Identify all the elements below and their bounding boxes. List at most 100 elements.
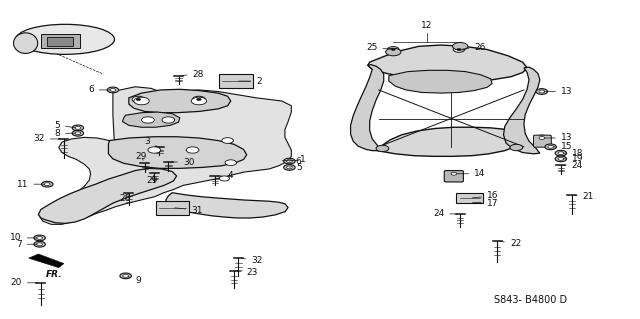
Circle shape bbox=[558, 158, 564, 160]
FancyBboxPatch shape bbox=[456, 193, 483, 203]
Circle shape bbox=[107, 87, 118, 93]
Text: 30: 30 bbox=[171, 158, 195, 167]
Circle shape bbox=[558, 152, 564, 155]
Text: 5: 5 bbox=[289, 163, 301, 172]
Text: 6: 6 bbox=[88, 85, 110, 94]
Circle shape bbox=[141, 117, 154, 123]
Text: 24: 24 bbox=[433, 209, 458, 219]
Circle shape bbox=[284, 158, 295, 164]
Text: 21: 21 bbox=[575, 192, 594, 201]
Circle shape bbox=[148, 147, 161, 153]
Text: 24: 24 bbox=[564, 161, 583, 170]
Circle shape bbox=[388, 47, 399, 52]
Circle shape bbox=[548, 145, 554, 148]
Circle shape bbox=[376, 145, 389, 152]
Circle shape bbox=[510, 144, 523, 151]
Circle shape bbox=[457, 48, 461, 50]
Circle shape bbox=[225, 160, 237, 166]
Text: S843- B4800 D: S843- B4800 D bbox=[493, 295, 567, 305]
Circle shape bbox=[284, 165, 295, 170]
Polygon shape bbox=[351, 65, 384, 151]
Polygon shape bbox=[389, 70, 492, 93]
Text: 13: 13 bbox=[545, 133, 572, 143]
FancyBboxPatch shape bbox=[219, 74, 253, 88]
Text: 32: 32 bbox=[241, 256, 262, 264]
Text: 32: 32 bbox=[33, 134, 61, 144]
Circle shape bbox=[555, 150, 566, 156]
Text: 31: 31 bbox=[175, 206, 203, 215]
Circle shape bbox=[34, 235, 45, 241]
Circle shape bbox=[36, 236, 42, 239]
Text: 9: 9 bbox=[128, 276, 141, 285]
Circle shape bbox=[391, 48, 396, 50]
Circle shape bbox=[110, 88, 116, 91]
Polygon shape bbox=[108, 137, 246, 168]
Text: 25: 25 bbox=[366, 43, 390, 52]
Circle shape bbox=[193, 96, 205, 103]
Text: 29: 29 bbox=[135, 152, 147, 161]
Text: 8: 8 bbox=[54, 129, 75, 138]
Text: 6: 6 bbox=[289, 157, 301, 166]
FancyBboxPatch shape bbox=[444, 171, 463, 182]
Circle shape bbox=[536, 135, 547, 141]
Polygon shape bbox=[122, 112, 180, 127]
Text: 13: 13 bbox=[545, 87, 572, 96]
Polygon shape bbox=[40, 87, 291, 224]
Ellipse shape bbox=[16, 24, 115, 54]
Ellipse shape bbox=[13, 33, 38, 53]
Circle shape bbox=[196, 98, 201, 100]
FancyBboxPatch shape bbox=[534, 135, 551, 147]
Circle shape bbox=[536, 89, 547, 94]
Polygon shape bbox=[504, 67, 540, 154]
Polygon shape bbox=[378, 127, 523, 156]
Text: 10: 10 bbox=[10, 234, 37, 242]
Polygon shape bbox=[129, 89, 231, 113]
Circle shape bbox=[451, 172, 457, 175]
Circle shape bbox=[120, 273, 131, 279]
Text: 7: 7 bbox=[16, 240, 37, 249]
Text: 28: 28 bbox=[181, 70, 204, 78]
Text: 2: 2 bbox=[239, 77, 262, 85]
Text: 29: 29 bbox=[147, 175, 158, 185]
Circle shape bbox=[72, 125, 84, 131]
Circle shape bbox=[545, 144, 556, 150]
Polygon shape bbox=[166, 193, 288, 218]
Polygon shape bbox=[368, 45, 527, 81]
Circle shape bbox=[42, 181, 53, 187]
Circle shape bbox=[136, 98, 141, 100]
Text: 4: 4 bbox=[218, 171, 233, 181]
Text: 11: 11 bbox=[17, 180, 45, 189]
Circle shape bbox=[132, 96, 145, 103]
Circle shape bbox=[36, 243, 42, 246]
FancyBboxPatch shape bbox=[41, 34, 80, 48]
Text: FR.: FR. bbox=[46, 270, 63, 279]
Circle shape bbox=[448, 171, 460, 177]
Circle shape bbox=[72, 130, 84, 136]
Text: 5: 5 bbox=[54, 121, 75, 130]
Circle shape bbox=[386, 48, 401, 56]
Circle shape bbox=[34, 241, 45, 247]
Text: 19: 19 bbox=[564, 154, 583, 163]
Text: 22: 22 bbox=[500, 239, 521, 248]
Text: 23: 23 bbox=[237, 268, 258, 277]
Text: 18: 18 bbox=[564, 149, 583, 158]
Polygon shape bbox=[29, 254, 64, 268]
Circle shape bbox=[222, 138, 234, 143]
Text: 15: 15 bbox=[554, 142, 572, 151]
Circle shape bbox=[287, 160, 292, 162]
Circle shape bbox=[539, 137, 545, 139]
Circle shape bbox=[452, 42, 468, 50]
Circle shape bbox=[555, 156, 566, 162]
Circle shape bbox=[453, 47, 465, 52]
Circle shape bbox=[220, 176, 230, 181]
Text: 28: 28 bbox=[119, 194, 131, 203]
Text: 3: 3 bbox=[145, 137, 157, 146]
Text: 16: 16 bbox=[472, 191, 499, 200]
Circle shape bbox=[123, 274, 129, 277]
Circle shape bbox=[75, 132, 81, 135]
Circle shape bbox=[44, 183, 50, 186]
Text: 20: 20 bbox=[10, 278, 38, 287]
Circle shape bbox=[539, 90, 545, 93]
Text: 12: 12 bbox=[421, 21, 433, 30]
Text: 14: 14 bbox=[456, 169, 486, 178]
